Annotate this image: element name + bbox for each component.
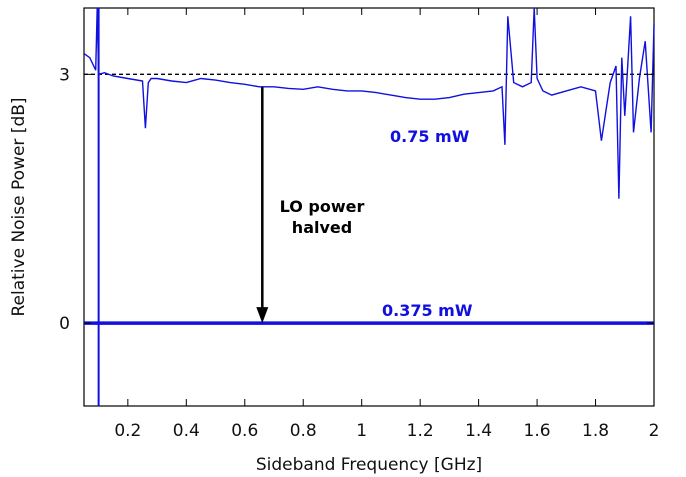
x-tick-label: 0.4 (173, 421, 200, 441)
y-tick-label: 3 (59, 65, 70, 85)
annotation-line1: LO power (280, 197, 365, 216)
x-tick-label: 0.2 (114, 421, 141, 441)
x-tick-label: 1 (356, 421, 367, 441)
x-tick-label: 0.8 (290, 421, 317, 441)
series-label-0.375mw: 0.375 mW (382, 301, 473, 320)
x-tick-label: 2 (649, 421, 660, 441)
annotation-line2: halved (292, 218, 352, 237)
x-tick-label: 0.6 (231, 421, 258, 441)
x-tick-label: 1.6 (524, 421, 551, 441)
y-axis-label: Relative Noise Power [dB] (9, 97, 29, 316)
series-label-0.75mw: 0.75 mW (390, 127, 470, 146)
x-tick-label: 1.4 (465, 421, 492, 441)
annotation-arrowhead (256, 307, 269, 324)
x-axis-label: Sideband Frequency [GHz] (256, 455, 482, 475)
series-0.75mw-line (83, 7, 655, 199)
y-tick-label: 0 (59, 314, 70, 334)
plot-frame (83, 7, 655, 407)
x-tick-label: 1.2 (407, 421, 434, 441)
axis-ticks: 0.2 0.4 0.6 0.8 1 1.2 1.4 1.6 1.8 2 0 3 (59, 8, 659, 441)
x-tick-label: 1.8 (582, 421, 609, 441)
